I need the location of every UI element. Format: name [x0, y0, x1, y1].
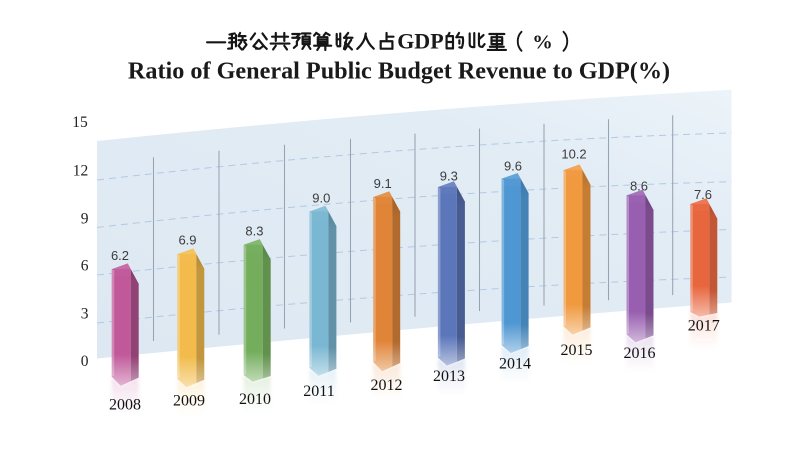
svg-text:8.3: 8.3	[245, 224, 263, 239]
svg-text:2009: 2009	[173, 393, 205, 410]
svg-text:Ratio of General Public Budget: Ratio of General Public Budget Revenue t…	[128, 58, 670, 85]
svg-text:2011: 2011	[303, 383, 334, 400]
svg-text:6: 6	[81, 258, 89, 275]
svg-text:2016: 2016	[624, 345, 656, 362]
svg-text:2015: 2015	[561, 342, 593, 359]
svg-text:%: %	[532, 31, 553, 53]
svg-text:9.3: 9.3	[440, 169, 458, 184]
svg-text:GDP: GDP	[397, 29, 443, 54]
svg-text:6.2: 6.2	[111, 248, 129, 263]
svg-text:10.2: 10.2	[561, 147, 586, 162]
svg-text:2012: 2012	[371, 377, 403, 394]
svg-text:2014: 2014	[499, 356, 531, 373]
svg-text:2017: 2017	[688, 317, 720, 334]
svg-text:8.6: 8.6	[630, 179, 648, 194]
svg-text:9: 9	[81, 210, 89, 227]
svg-text:9.0: 9.0	[312, 191, 330, 206]
svg-text:12: 12	[73, 163, 89, 180]
svg-text:2008: 2008	[109, 397, 141, 414]
svg-text:7.6: 7.6	[694, 187, 712, 202]
svg-text:2013: 2013	[433, 368, 465, 385]
svg-text:2010: 2010	[239, 391, 271, 408]
svg-text:6.9: 6.9	[178, 233, 196, 248]
svg-text:0: 0	[81, 353, 89, 370]
svg-text:9.1: 9.1	[374, 176, 392, 191]
svg-text:15: 15	[72, 114, 88, 131]
svg-text:3: 3	[81, 306, 89, 323]
svg-text:9.6: 9.6	[504, 159, 522, 174]
